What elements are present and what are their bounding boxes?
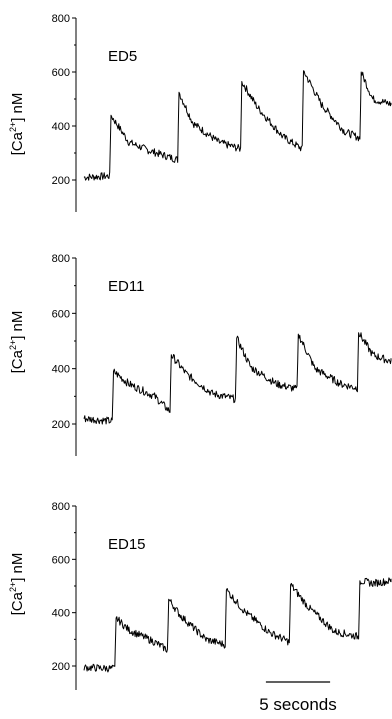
- panel-label: ED15: [108, 536, 146, 553]
- y-tick-label: 400: [52, 608, 70, 620]
- panel-label: ED11: [108, 278, 144, 295]
- y-label-superscript: 2+: [8, 340, 18, 350]
- calcium-trace: [83, 332, 392, 425]
- y-tick-label: 400: [52, 364, 70, 376]
- y-tick-label: 600: [52, 554, 70, 566]
- y-label-superscript: 2+: [8, 122, 18, 132]
- y-axis-label: [Ca2+] nM: [8, 553, 26, 616]
- y-axis-label: [Ca2+] nM: [8, 311, 26, 374]
- y-label-rest: ] nM: [9, 311, 26, 340]
- y-tick-label: 800: [52, 253, 70, 265]
- y-axis: 200 400 600 800: [52, 13, 76, 187]
- panel-ed15: ED15 [Ca2+] nM 200 400 600 800: [8, 501, 392, 690]
- y-tick-label: 800: [52, 13, 70, 25]
- y-label-rest: ] nM: [9, 93, 26, 122]
- y-label-rest: ] nM: [9, 553, 26, 582]
- y-tick-label: 600: [52, 308, 70, 320]
- y-axis: 200 400 600 800: [52, 253, 76, 431]
- calcium-trace: [83, 577, 392, 673]
- calcium-trace: [83, 70, 392, 181]
- panel-ed5: ED5 [Ca2+] nM 200 400 600 800: [8, 13, 392, 212]
- panel-ed11: ED11 [Ca2+] nM 200 400 600 800: [8, 253, 392, 456]
- y-tick-label: 800: [52, 501, 70, 513]
- y-tick-label: 400: [52, 121, 70, 133]
- y-tick-label: 200: [52, 661, 70, 673]
- y-tick-label: 200: [52, 419, 70, 431]
- y-axis-label: [Ca2+] nM: [8, 93, 26, 156]
- y-axis: 200 400 600 800: [52, 501, 76, 673]
- y-label-main: [Ca: [9, 131, 26, 155]
- y-label-superscript: 2+: [8, 582, 18, 592]
- panel-label: ED5: [108, 48, 137, 65]
- y-tick-label: 600: [52, 67, 70, 79]
- y-label-main: [Ca: [9, 591, 26, 615]
- scale-bar-label: 5 seconds: [259, 695, 337, 714]
- y-tick-label: 200: [52, 175, 70, 187]
- y-label-main: [Ca: [9, 349, 26, 373]
